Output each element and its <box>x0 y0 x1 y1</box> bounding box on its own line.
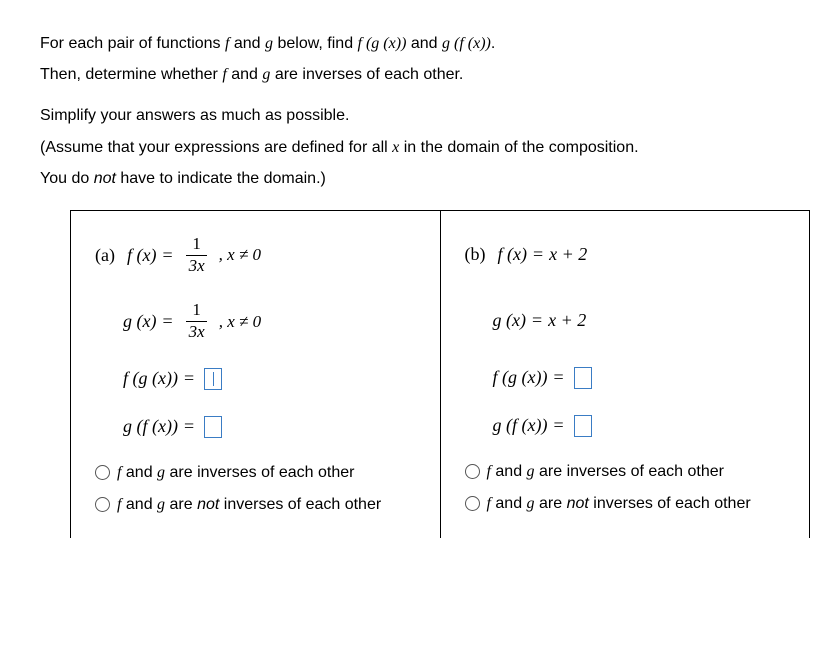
problems-container: (a) f (x) = 1 3x , x ≠ 0 g (x) = 1 3x , … <box>70 210 810 538</box>
instruction-line-2: Then, determine whether f and g are inve… <box>40 61 794 88</box>
radio-icon <box>465 464 480 479</box>
instruction-line-4: (Assume that your expressions are define… <box>40 134 794 161</box>
problem-b: (b) f (x) = x + 2 g (x) = x + 2 f (g (x)… <box>441 211 810 538</box>
a-g-definition: g (x) = 1 3x , x ≠ 0 <box>95 301 420 341</box>
a-gf-row: g (f (x)) = <box>95 416 420 438</box>
b-fg-row: f (g (x)) = <box>465 367 790 389</box>
instruction-line-5: You do not have to indicate the domain.) <box>40 165 794 192</box>
a-radio-not-inverses-label: f and g are not inverses of each other <box>117 496 381 514</box>
b-radio-not-inverses-label: f and g are not inverses of each other <box>487 495 751 513</box>
problem-a: (a) f (x) = 1 3x , x ≠ 0 g (x) = 1 3x , … <box>71 211 441 538</box>
a-fg-input[interactable] <box>204 368 222 390</box>
a-radio-not-inverses[interactable]: f and g are not inverses of each other <box>95 496 420 514</box>
b-radio-not-inverses[interactable]: f and g are not inverses of each other <box>465 495 790 513</box>
b-gf-input[interactable] <box>574 415 592 437</box>
b-g-definition: g (x) = x + 2 <box>465 301 790 341</box>
a-fg-row: f (g (x)) = <box>95 368 420 390</box>
a-radio-inverses[interactable]: f and g are inverses of each other <box>95 464 420 482</box>
a-f-definition: (a) f (x) = 1 3x , x ≠ 0 <box>95 235 420 275</box>
radio-icon <box>95 497 110 512</box>
a-gf-input[interactable] <box>204 416 222 438</box>
b-radio-inverses[interactable]: f and g are inverses of each other <box>465 463 790 481</box>
a-radio-inverses-label: f and g are inverses of each other <box>117 464 354 482</box>
radio-icon <box>95 465 110 480</box>
instruction-line-1: For each pair of functions f and g below… <box>40 30 794 57</box>
instructions: For each pair of functions f and g below… <box>40 30 794 192</box>
instruction-line-3: Simplify your answers as much as possibl… <box>40 102 794 129</box>
b-gf-row: g (f (x)) = <box>465 415 790 437</box>
b-fg-input[interactable] <box>574 367 592 389</box>
b-radio-inverses-label: f and g are inverses of each other <box>487 463 724 481</box>
b-f-definition: (b) f (x) = x + 2 <box>465 235 790 275</box>
radio-icon <box>465 496 480 511</box>
